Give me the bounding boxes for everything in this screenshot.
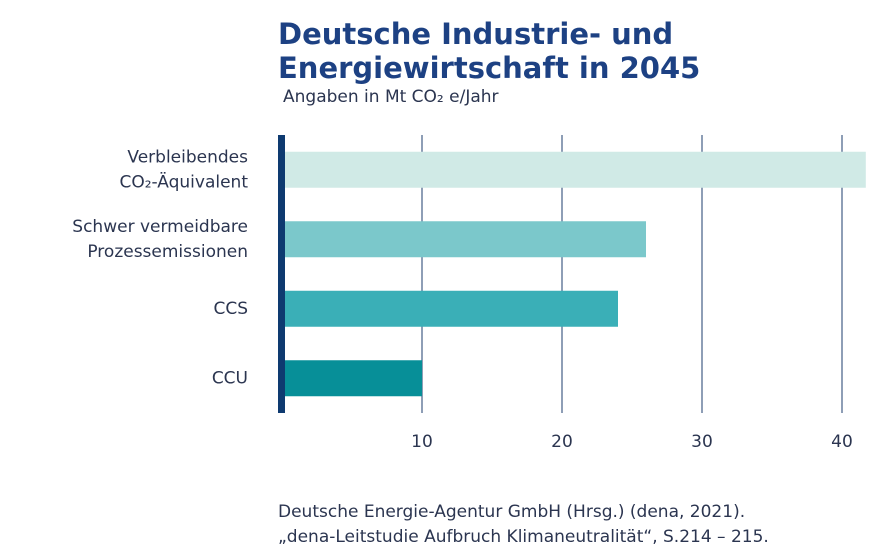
x-tick-label: 30 [691, 432, 713, 452]
y-tick-label: Schwer vermeidbare [72, 217, 248, 237]
bar [282, 221, 646, 258]
y-tick-label: CCS [213, 299, 248, 319]
y-tick-label: CCU [212, 368, 248, 388]
source: „dena-Leitstudie Aufbruch Klimaneutralit… [278, 527, 769, 547]
y-tick-label: Verbleibendes [127, 147, 248, 167]
chart-title: Deutsche Industrie- und [278, 17, 673, 51]
bar [282, 151, 866, 188]
bar [282, 290, 618, 327]
bar [282, 360, 422, 397]
y-tick-label: Prozessemissionen [87, 242, 248, 262]
chart-title: Energiewirtschaft in 2045 [278, 51, 700, 85]
y-tick-label: CO₂-Äquivalent [119, 171, 248, 192]
chart-subtitle: Angaben in Mt CO₂ e/Jahr [283, 87, 499, 107]
axis-line [278, 135, 285, 413]
x-tick-label: 10 [411, 432, 433, 452]
source: Deutsche Energie-Agentur GmbH (Hrsg.) (d… [278, 502, 745, 522]
x-tick-label: 20 [551, 432, 573, 452]
x-tick-label: 40 [831, 432, 853, 452]
